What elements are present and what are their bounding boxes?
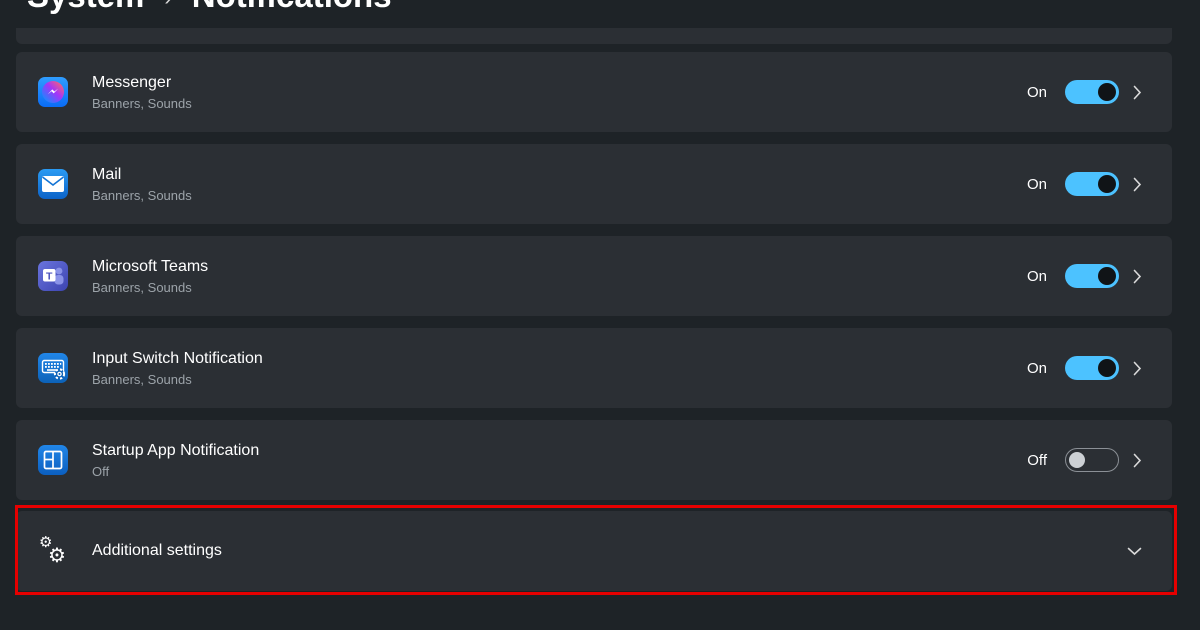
toggle-knob	[1098, 359, 1116, 377]
toggle-knob	[1098, 267, 1116, 285]
mail-toggle[interactable]	[1065, 172, 1119, 196]
toggle-state-label: On	[1026, 175, 1047, 193]
row-subtitle: Banners, Sounds	[92, 279, 192, 295]
notification-row-startup-app[interactable]: Startup App Notification Off Off	[16, 420, 1172, 500]
notification-row-teams[interactable]: T Microsoft Teams Banners, Sounds On	[16, 236, 1172, 316]
messenger-app-icon	[38, 77, 68, 107]
startup-app-toggle[interactable]	[1065, 448, 1119, 472]
row-subtitle: Off	[92, 463, 110, 479]
chevron-right-icon[interactable]	[1133, 361, 1142, 376]
startup-app-icon	[38, 445, 68, 475]
row-subtitle: Banners, Sounds	[92, 187, 192, 203]
input-switch-toggle[interactable]	[1065, 356, 1119, 380]
toggle-knob	[1098, 175, 1116, 193]
teams-toggle[interactable]	[1065, 264, 1119, 288]
row-title: Mail	[92, 165, 122, 183]
additional-settings-expander[interactable]: ⚙ ⚙ Additional settings	[16, 511, 1172, 591]
teams-logo-icon: T	[43, 267, 64, 285]
input-switch-icon	[38, 353, 68, 383]
additional-settings-label: Additional settings	[92, 542, 222, 559]
gears-icon: ⚙ ⚙	[38, 534, 68, 567]
chevron-right-icon[interactable]	[1133, 453, 1142, 468]
messenger-toggle[interactable]	[1065, 80, 1119, 104]
breadcrumb-separator: ›	[164, 0, 171, 13]
chevron-right-icon[interactable]	[1133, 177, 1142, 192]
notification-row-messenger[interactable]: Messenger Banners, Sounds On	[16, 52, 1172, 132]
svg-text:T: T	[46, 270, 53, 282]
toggle-knob	[1069, 452, 1085, 468]
chevron-right-icon[interactable]	[1133, 85, 1142, 100]
keyboard-gear-icon	[41, 359, 66, 380]
toggle-state-label: On	[1026, 83, 1047, 101]
breadcrumb-system-link[interactable]: System	[27, 0, 144, 13]
row-title: Microsoft Teams	[92, 257, 209, 275]
breadcrumb: System › Notifications	[27, 0, 392, 13]
toggle-state-label: On	[1026, 359, 1047, 377]
clipped-card-bottom-edge	[16, 28, 1172, 44]
toggle-knob	[1098, 83, 1116, 101]
notification-row-input-switch[interactable]: Input Switch Notification Banners, Sound…	[16, 328, 1172, 408]
row-subtitle: Banners, Sounds	[92, 371, 192, 387]
row-subtitle: Banners, Sounds	[92, 95, 192, 111]
row-title: Input Switch Notification	[92, 349, 263, 367]
mail-app-icon	[38, 169, 68, 199]
teams-app-icon: T	[38, 261, 68, 291]
row-title: Startup App Notification	[92, 441, 260, 459]
window-panes-icon	[43, 450, 63, 470]
gear-small-icon: ⚙	[39, 534, 53, 551]
page-title: Notifications	[192, 0, 392, 13]
toggle-state-label: Off	[1027, 451, 1047, 469]
row-title: Messenger	[92, 73, 172, 91]
gear-large-icon: ⚙	[48, 545, 66, 567]
notification-row-mail[interactable]: Mail Banners, Sounds On	[16, 144, 1172, 224]
toggle-state-label: On	[1026, 267, 1047, 285]
envelope-icon	[42, 176, 64, 192]
chevron-right-icon[interactable]	[1133, 269, 1142, 284]
chevron-down-icon[interactable]	[1127, 547, 1142, 556]
messenger-bolt-icon	[42, 81, 64, 103]
